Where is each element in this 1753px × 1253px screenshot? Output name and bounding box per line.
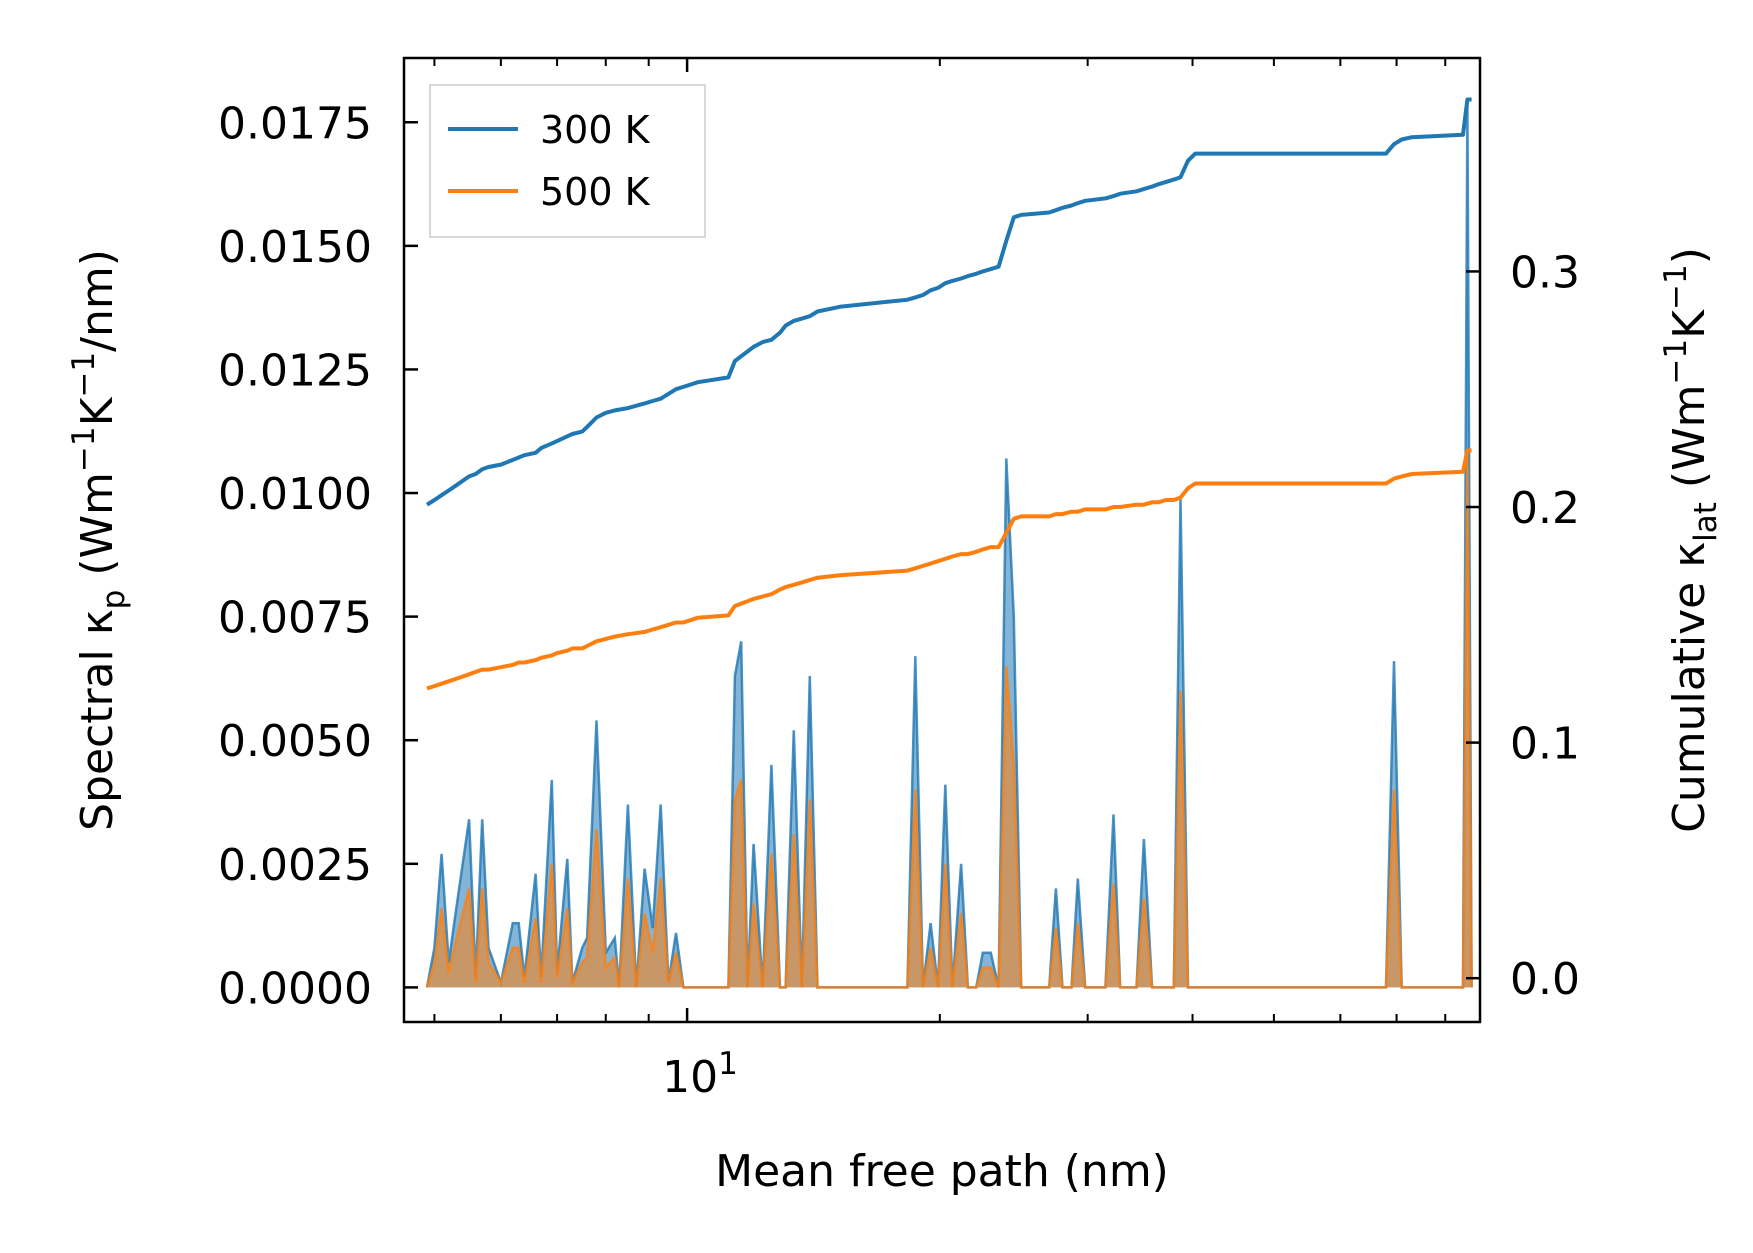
cumulative-line-300k	[425, 97, 1472, 507]
right-y-tick-label: 0.3	[1510, 247, 1580, 298]
left-y-tick-label: 0.0150	[218, 222, 372, 273]
cumulative-line-500k	[426, 448, 1472, 691]
left-y-tick-label: 0.0000	[218, 963, 372, 1014]
left-y-tick-label: 0.0125	[218, 345, 372, 396]
left-y-tick-label: 0.0175	[218, 98, 372, 149]
cumulative-series-layer	[425, 97, 1472, 691]
legend-label-300k: 300 K	[540, 108, 651, 152]
axis-ticks: 0.0000 0.0025 0.0050 0.0075 0.0100 0.0125 0.01…	[218, 58, 1580, 1022]
spectral-line-500k	[425, 453, 1473, 989]
x-tick-label-10: 101	[662, 1046, 738, 1103]
legend-label-500k: 500 K	[540, 170, 651, 214]
left-y-tick-label: 0.0050	[218, 716, 372, 767]
right-y-tick-label: 0.2	[1510, 483, 1580, 534]
left-y-axis-title: Spectral κp (Wm−1K−1/nm)	[66, 249, 132, 831]
left-y-tick-label: 0.0025	[218, 840, 372, 891]
legend: 300 K 500 K	[429, 84, 706, 238]
right-y-tick-label: 0.0	[1510, 954, 1580, 1005]
spectral-series-layer	[425, 102, 1473, 989]
legend-frame	[429, 84, 706, 238]
right-y-tick-label: 0.1	[1510, 719, 1580, 770]
left-y-tick-label: 0.0075	[218, 593, 372, 644]
x-axis-title: Mean free path (nm)	[715, 1146, 1169, 1197]
plot-frame	[402, 56, 1482, 1024]
left-y-tick-label: 0.0100	[218, 469, 372, 520]
right-y-axis-title: Cumulative κlat (Wm−1K−1)	[1658, 247, 1724, 833]
